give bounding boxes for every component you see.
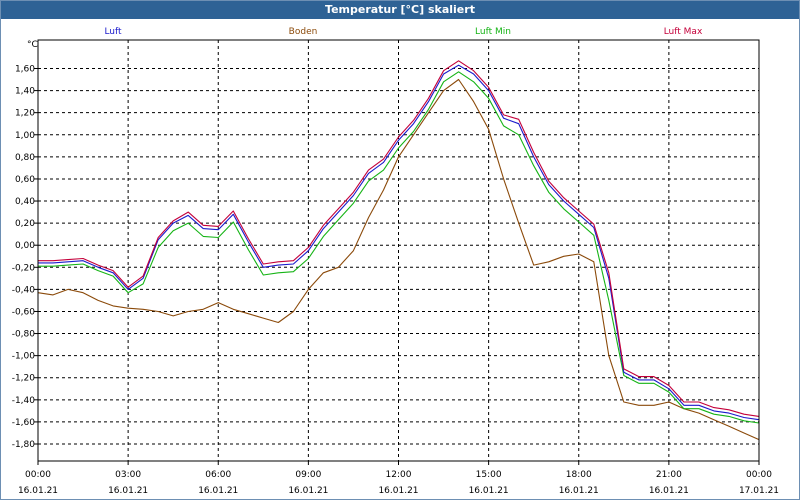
y-tick-label: -1,60 — [12, 418, 36, 428]
x-tick-date: 16.01.21 — [288, 486, 328, 496]
legend: Luft Boden Luft Min Luft Max — [104, 27, 703, 37]
x-tick-date: 17.01.21 — [739, 486, 779, 496]
x-tick-time: 00:00 — [25, 470, 51, 480]
x-tick-time: 09:00 — [295, 470, 321, 480]
y-tick-label: 1,40 — [15, 87, 35, 97]
x-tick-time: 00:00 — [746, 470, 772, 480]
x-tick-time: 15:00 — [476, 470, 502, 480]
legend-luft: Luft — [104, 27, 122, 37]
x-tick-time: 21:00 — [656, 470, 682, 480]
x-tick-time: 03:00 — [115, 470, 141, 480]
y-tick-label: -0,40 — [12, 285, 36, 295]
y-tick-label: -1,40 — [12, 396, 36, 406]
y-tick-label: 0,00 — [15, 241, 35, 251]
x-tick-time: 12:00 — [386, 470, 412, 480]
legend-boden: Boden — [289, 27, 318, 37]
y-tick-label: 0,80 — [15, 153, 35, 163]
y-tick-label: 0,60 — [15, 175, 35, 185]
series-lines — [37, 60, 760, 441]
y-tick-label: 0,40 — [15, 197, 35, 207]
x-tick-time: 06:00 — [205, 470, 231, 480]
x-tick-date: 16.01.21 — [378, 486, 418, 496]
x-tick-date: 16.01.21 — [469, 486, 509, 496]
series-line-boden — [37, 78, 760, 441]
series-line-luft — [38, 64, 760, 421]
x-tick-date: 16.01.21 — [198, 486, 238, 496]
x-tick-time: 18:00 — [566, 470, 592, 480]
y-tick-label: -1,80 — [12, 440, 36, 450]
y-tick-label: -1,20 — [12, 374, 36, 384]
chart-title: Temperatur [°C] skaliert — [1, 1, 799, 19]
y-tick-label: -1,00 — [12, 352, 36, 362]
series-line-luft-min — [38, 71, 760, 424]
x-tick-date: 16.01.21 — [559, 486, 599, 496]
legend-luft-min: Luft Min — [475, 27, 511, 37]
y-tick-label: -0,20 — [12, 263, 36, 273]
y-tick-label: -0,60 — [12, 307, 36, 317]
grid — [38, 40, 759, 461]
y-axis: 1,60 1,40 1,20 1,00 0,80 0,60 0,40 0,20 0,00 -0,2… — [12, 65, 38, 450]
y-tick-label: 1,20 — [15, 109, 35, 119]
x-tick-date: 16.01.21 — [18, 486, 58, 496]
y-tick-label: 1,60 — [15, 65, 35, 75]
legend-luft-max: Luft Max — [664, 27, 703, 37]
x-tick-date: 16.01.21 — [649, 486, 689, 496]
y-tick-label: 0,20 — [15, 219, 35, 229]
y-tick-label: 1,00 — [15, 131, 35, 141]
x-tick-date: 16.01.21 — [108, 486, 148, 496]
series-line-luft-max — [38, 60, 760, 417]
y-tick-label: -0,80 — [12, 330, 36, 340]
x-axis: 00:00 16.01.21 03:00 16.01.21 06:00 16.01.21 0… — [18, 461, 779, 496]
plot-area-border — [37, 39, 760, 462]
y-axis-unit: °C — [27, 40, 38, 50]
